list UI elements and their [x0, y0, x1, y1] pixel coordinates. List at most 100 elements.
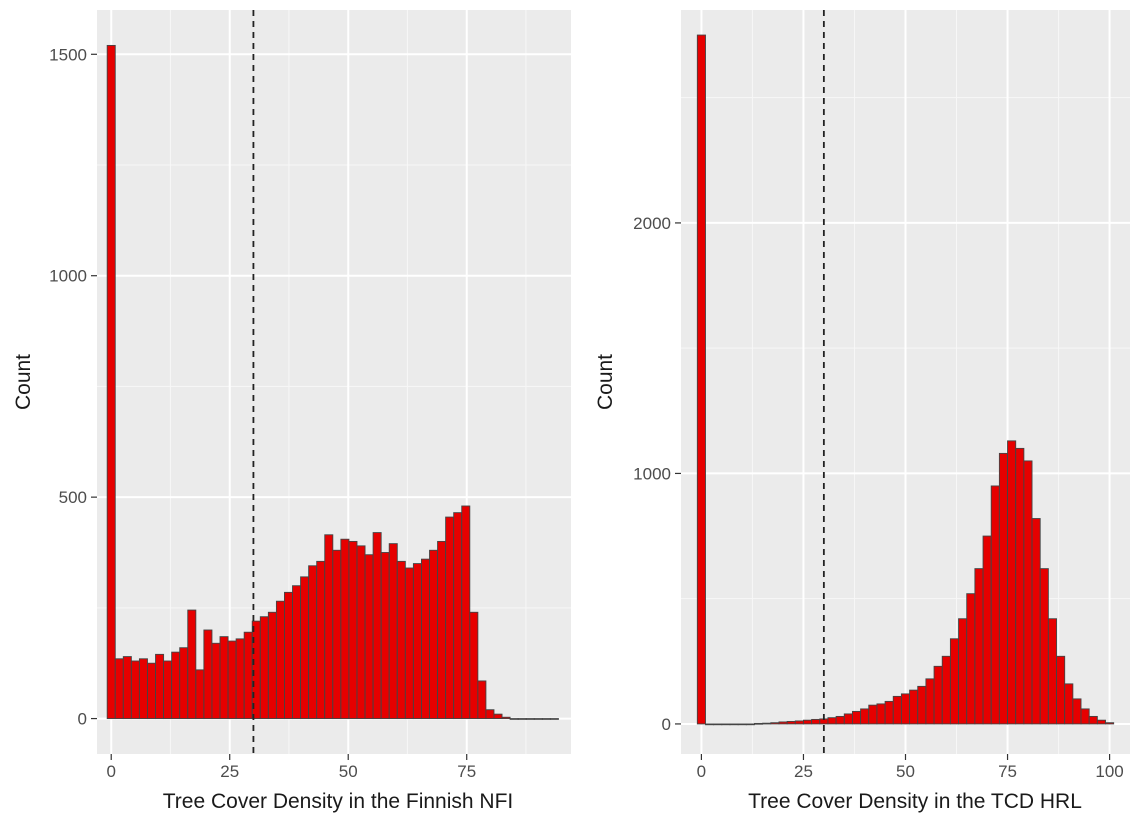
- histogram-bar: [917, 685, 927, 725]
- histogram-bar: [372, 532, 382, 720]
- histogram-bar: [461, 505, 471, 720]
- histogram-bar: [477, 680, 487, 720]
- y-tick-label: 0: [78, 710, 87, 729]
- histogram-bar: [179, 647, 189, 720]
- histogram-bar: [332, 549, 342, 720]
- histogram-bar: [348, 540, 358, 720]
- histogram-bar: [713, 723, 723, 726]
- histogram-bar: [843, 713, 853, 725]
- y-axis-title: Count: [594, 354, 617, 410]
- x-tick-label: 75: [998, 762, 1017, 781]
- histogram-bar: [485, 709, 495, 720]
- histogram-bar: [754, 722, 764, 725]
- histogram-bar: [1080, 708, 1090, 725]
- histogram-bar: [445, 516, 455, 720]
- y-axis-title: Count: [12, 354, 35, 410]
- histogram-bar: [868, 704, 878, 725]
- histogram-bar: [469, 611, 479, 720]
- histogram-bar: [1105, 722, 1115, 725]
- histogram-bar: [380, 552, 390, 720]
- histogram-bar: [1096, 719, 1106, 725]
- histogram-bar: [990, 485, 1000, 725]
- histogram-bar: [453, 512, 463, 720]
- histogram-bar: [187, 609, 197, 720]
- histogram-bar: [884, 700, 894, 725]
- histogram-bar: [876, 703, 886, 725]
- histogram-bar: [1047, 618, 1057, 725]
- y-tick-label: 500: [59, 488, 87, 507]
- histogram-bar: [203, 629, 213, 720]
- histogram-bar: [900, 693, 911, 725]
- histogram-bar: [1039, 568, 1049, 725]
- histogram-bar: [1031, 518, 1041, 725]
- x-tick-label: 25: [220, 762, 239, 781]
- y-tick-label: 1500: [49, 45, 87, 64]
- histogram-bar: [324, 534, 334, 720]
- histogram-bar: [195, 669, 205, 720]
- histogram-bar: [851, 710, 862, 725]
- histogram-bar: [696, 34, 706, 725]
- histogram-bar: [388, 543, 398, 720]
- histogram-bar: [284, 591, 293, 720]
- histogram-bar: [941, 655, 951, 725]
- y-tick-label: 1000: [633, 464, 671, 483]
- histogram-bar: [909, 689, 919, 725]
- histogram-bar: [300, 576, 310, 720]
- histogram-bar: [130, 660, 140, 720]
- histogram-bar: [517, 718, 527, 720]
- histogram-bar: [227, 640, 237, 720]
- histogram-bar: [705, 723, 715, 726]
- histogram-bar: [356, 545, 366, 720]
- histogram-bar: [1088, 715, 1098, 725]
- histogram-bar: [429, 549, 439, 720]
- x-tick-label: 0: [106, 762, 115, 781]
- histogram-bar: [770, 722, 780, 725]
- histogram-bar: [316, 560, 326, 720]
- x-tick-label: 50: [339, 762, 358, 781]
- histogram-bar: [147, 662, 156, 720]
- histogram-bar: [235, 638, 245, 720]
- histogram-bar: [925, 678, 935, 725]
- y-tick-label: 0: [662, 715, 671, 734]
- histogram-bar: [811, 718, 821, 725]
- histogram-bar: [786, 720, 796, 725]
- histogram-bar: [525, 718, 535, 720]
- histogram-bar: [533, 718, 543, 720]
- x-tick-label: 100: [1095, 762, 1123, 781]
- x-tick-label: 75: [457, 762, 476, 781]
- histogram-bar: [267, 611, 277, 720]
- histogram-bar: [949, 638, 960, 725]
- histogram-bar: [219, 636, 229, 720]
- histogram-bar: [982, 535, 992, 725]
- y-tick-label: 2000: [633, 214, 671, 233]
- histogram-bar: [308, 565, 318, 720]
- histogram-bar: [778, 721, 788, 725]
- histogram-bar: [243, 631, 253, 720]
- histogram-bar: [827, 717, 837, 725]
- histogram-bar: [163, 660, 173, 720]
- histogram-bar: [974, 568, 984, 725]
- histogram-bar: [155, 653, 165, 720]
- histogram-bar: [364, 554, 374, 720]
- x-axis-title: Tree Cover Density in the Finnish NFI: [163, 790, 514, 813]
- histogram-bar: [892, 695, 902, 725]
- histogram-bar: [721, 723, 731, 726]
- x-axis-title: Tree Cover Density in the TCD HRL: [748, 790, 1082, 813]
- histogram-bar: [211, 642, 221, 720]
- histogram-bar: [292, 585, 302, 720]
- histogram-bar: [259, 616, 269, 720]
- left-histogram-panel: 0 25 50 75 0 500 1000 1500 Tree Cover Density in…: [12, 10, 571, 813]
- histogram-bar: [275, 600, 285, 720]
- histogram-bar: [1023, 460, 1033, 725]
- x-tick-label: 0: [697, 762, 706, 781]
- histogram-bar: [493, 713, 503, 720]
- histogram-bar: [860, 708, 870, 725]
- histogram-bar: [541, 718, 551, 720]
- histogram-bar: [437, 540, 447, 720]
- histogram-bar: [958, 618, 968, 725]
- histogram-bar: [803, 719, 813, 725]
- histogram-bar: [745, 723, 755, 726]
- histogram-bar: [998, 452, 1008, 725]
